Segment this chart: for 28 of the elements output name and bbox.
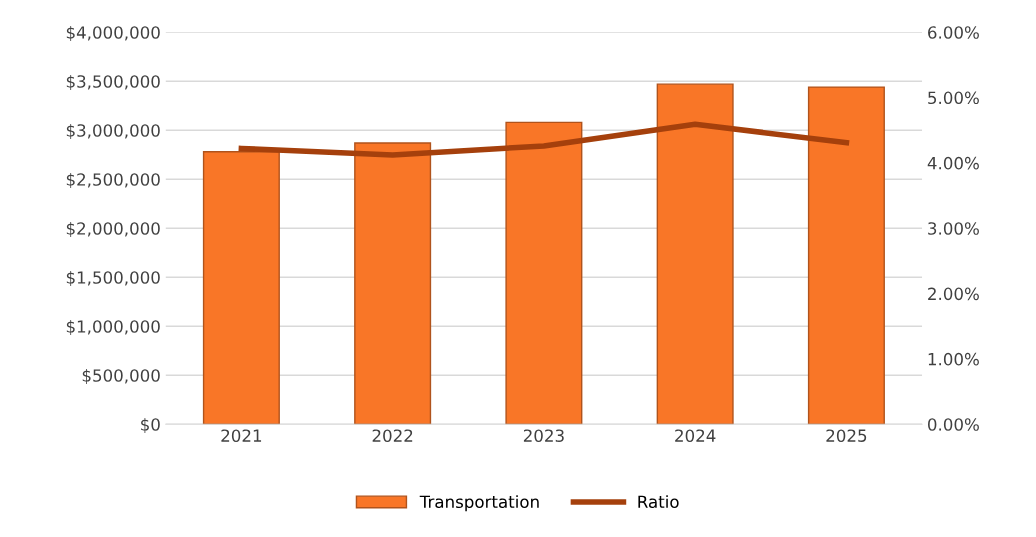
bar (505, 121, 583, 425)
y-tick-label: $3,000,000 (66, 123, 160, 140)
y2-tick-label: 2.00% (928, 287, 979, 301)
y-tick-label: $4,000,000 (66, 25, 160, 41)
bar (202, 151, 280, 425)
y2-tick-label: 3.00% (928, 222, 979, 235)
y2-tick-label: 5.00% (928, 91, 979, 105)
y-tick-label: $2,500,000 (66, 172, 160, 189)
y-tick-label: $0 (141, 417, 160, 434)
x-tick-label: 2022 (372, 429, 413, 442)
legend-label: Ratio (638, 495, 679, 509)
bar (656, 83, 734, 425)
bar (354, 142, 432, 425)
x-tick-label: 2023 (523, 429, 564, 442)
y2-tick-label: 6.00% (928, 26, 979, 39)
x-tick-label: 2021 (221, 429, 262, 442)
y2-tick-label: 1.00% (928, 352, 979, 366)
y-tick-label: $2,000,000 (66, 221, 160, 238)
bar (807, 86, 885, 425)
y-tick-label: $500,000 (82, 368, 160, 385)
y-tick-label: $1,500,000 (66, 270, 160, 287)
x-tick-label: 2024 (675, 429, 716, 442)
y2-tick-label: 0.00% (928, 418, 979, 431)
y-tick-label: $3,500,000 (66, 74, 160, 90)
y-tick-label: $1,000,000 (66, 319, 160, 336)
y2-tick-label: 4.00% (927, 156, 979, 170)
x-tick-label: 2025 (826, 429, 867, 442)
legend-label: Transportation (419, 495, 539, 512)
